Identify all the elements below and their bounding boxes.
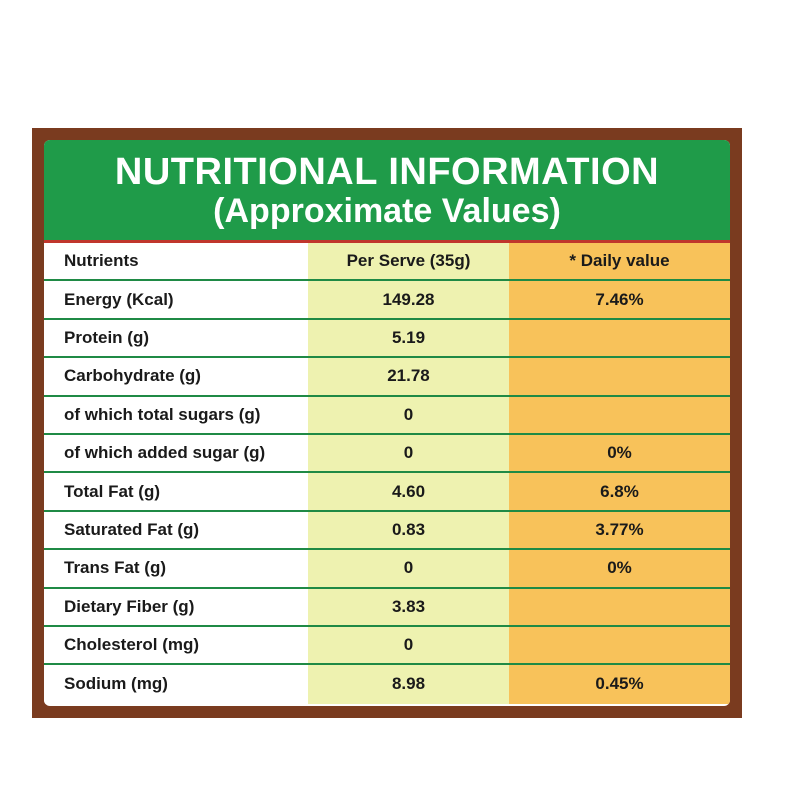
table-row: Energy (Kcal) 149.28 7.46% xyxy=(44,281,730,320)
label-subtitle: (Approximate Values) xyxy=(213,192,561,230)
daily-value xyxy=(509,626,730,664)
table-row: Carbohydrate (g) 21.78 xyxy=(44,358,730,397)
daily-value: 6.8% xyxy=(509,473,730,510)
nutrient-name: Saturated Fat (g) xyxy=(44,511,308,549)
table-row: Total Fat (g) 4.60 6.8% xyxy=(44,473,730,512)
per-serve-value: 0.83 xyxy=(308,511,509,549)
per-serve-value: 3.83 xyxy=(308,588,509,625)
column-header-daily-value: * Daily value xyxy=(509,243,730,280)
nutrition-table: Nutrients Per Serve (35g) * Daily value … xyxy=(44,243,730,704)
column-header-nutrients: Nutrients xyxy=(44,243,308,280)
per-serve-value: 21.78 xyxy=(308,358,509,395)
nutrient-name: Dietary Fiber (g) xyxy=(44,588,308,625)
table-header-row: Nutrients Per Serve (35g) * Daily value xyxy=(44,243,730,282)
per-serve-value: 0 xyxy=(308,626,509,664)
daily-value: 0.45% xyxy=(509,665,730,704)
nutrient-name: of which total sugars (g) xyxy=(44,396,308,433)
column-header-per-serve: Per Serve (35g) xyxy=(308,243,509,280)
per-serve-value: 4.60 xyxy=(308,473,509,510)
nutrient-name: Energy (Kcal) xyxy=(44,281,308,318)
per-serve-value: 149.28 xyxy=(308,281,509,318)
daily-value xyxy=(509,396,730,433)
table-row: of which added sugar (g) 0 0% xyxy=(44,434,730,474)
table-row: Sodium (mg) 8.98 0.45% xyxy=(44,665,730,704)
nutrient-name: Total Fat (g) xyxy=(44,473,308,510)
table-row: Cholesterol (mg) 0 xyxy=(44,626,730,666)
nutrient-name: Cholesterol (mg) xyxy=(44,626,308,664)
label-title: NUTRITIONAL INFORMATION xyxy=(114,151,660,193)
table-row: Saturated Fat (g) 0.83 3.77% xyxy=(44,511,730,551)
table-row: Protein (g) 5.19 xyxy=(44,319,730,359)
nutrient-name: Protein (g) xyxy=(44,319,308,357)
per-serve-value: 8.98 xyxy=(308,665,509,704)
per-serve-value: 5.19 xyxy=(308,319,509,357)
daily-value: 0% xyxy=(509,550,730,587)
nutrient-name: Sodium (mg) xyxy=(44,665,308,704)
daily-value: 0% xyxy=(509,434,730,472)
nutrient-name: Trans Fat (g) xyxy=(44,550,308,587)
table-row: of which total sugars (g) 0 xyxy=(44,396,730,435)
daily-value: 3.77% xyxy=(509,511,730,549)
daily-value xyxy=(509,588,730,625)
daily-value xyxy=(509,358,730,395)
label-header: NUTRITIONAL INFORMATION (Approximate Val… xyxy=(44,140,730,243)
daily-value: 7.46% xyxy=(509,281,730,318)
table-row: Dietary Fiber (g) 3.83 xyxy=(44,588,730,627)
table-row: Trans Fat (g) 0 0% xyxy=(44,550,730,589)
nutrient-name: of which added sugar (g) xyxy=(44,434,308,472)
nutrition-label: NUTRITIONAL INFORMATION (Approximate Val… xyxy=(44,140,730,706)
nutrition-label-frame: NUTRITIONAL INFORMATION (Approximate Val… xyxy=(32,128,742,718)
daily-value xyxy=(509,319,730,357)
per-serve-value: 0 xyxy=(308,396,509,433)
per-serve-value: 0 xyxy=(308,434,509,472)
per-serve-value: 0 xyxy=(308,550,509,587)
nutrient-name: Carbohydrate (g) xyxy=(44,358,308,395)
